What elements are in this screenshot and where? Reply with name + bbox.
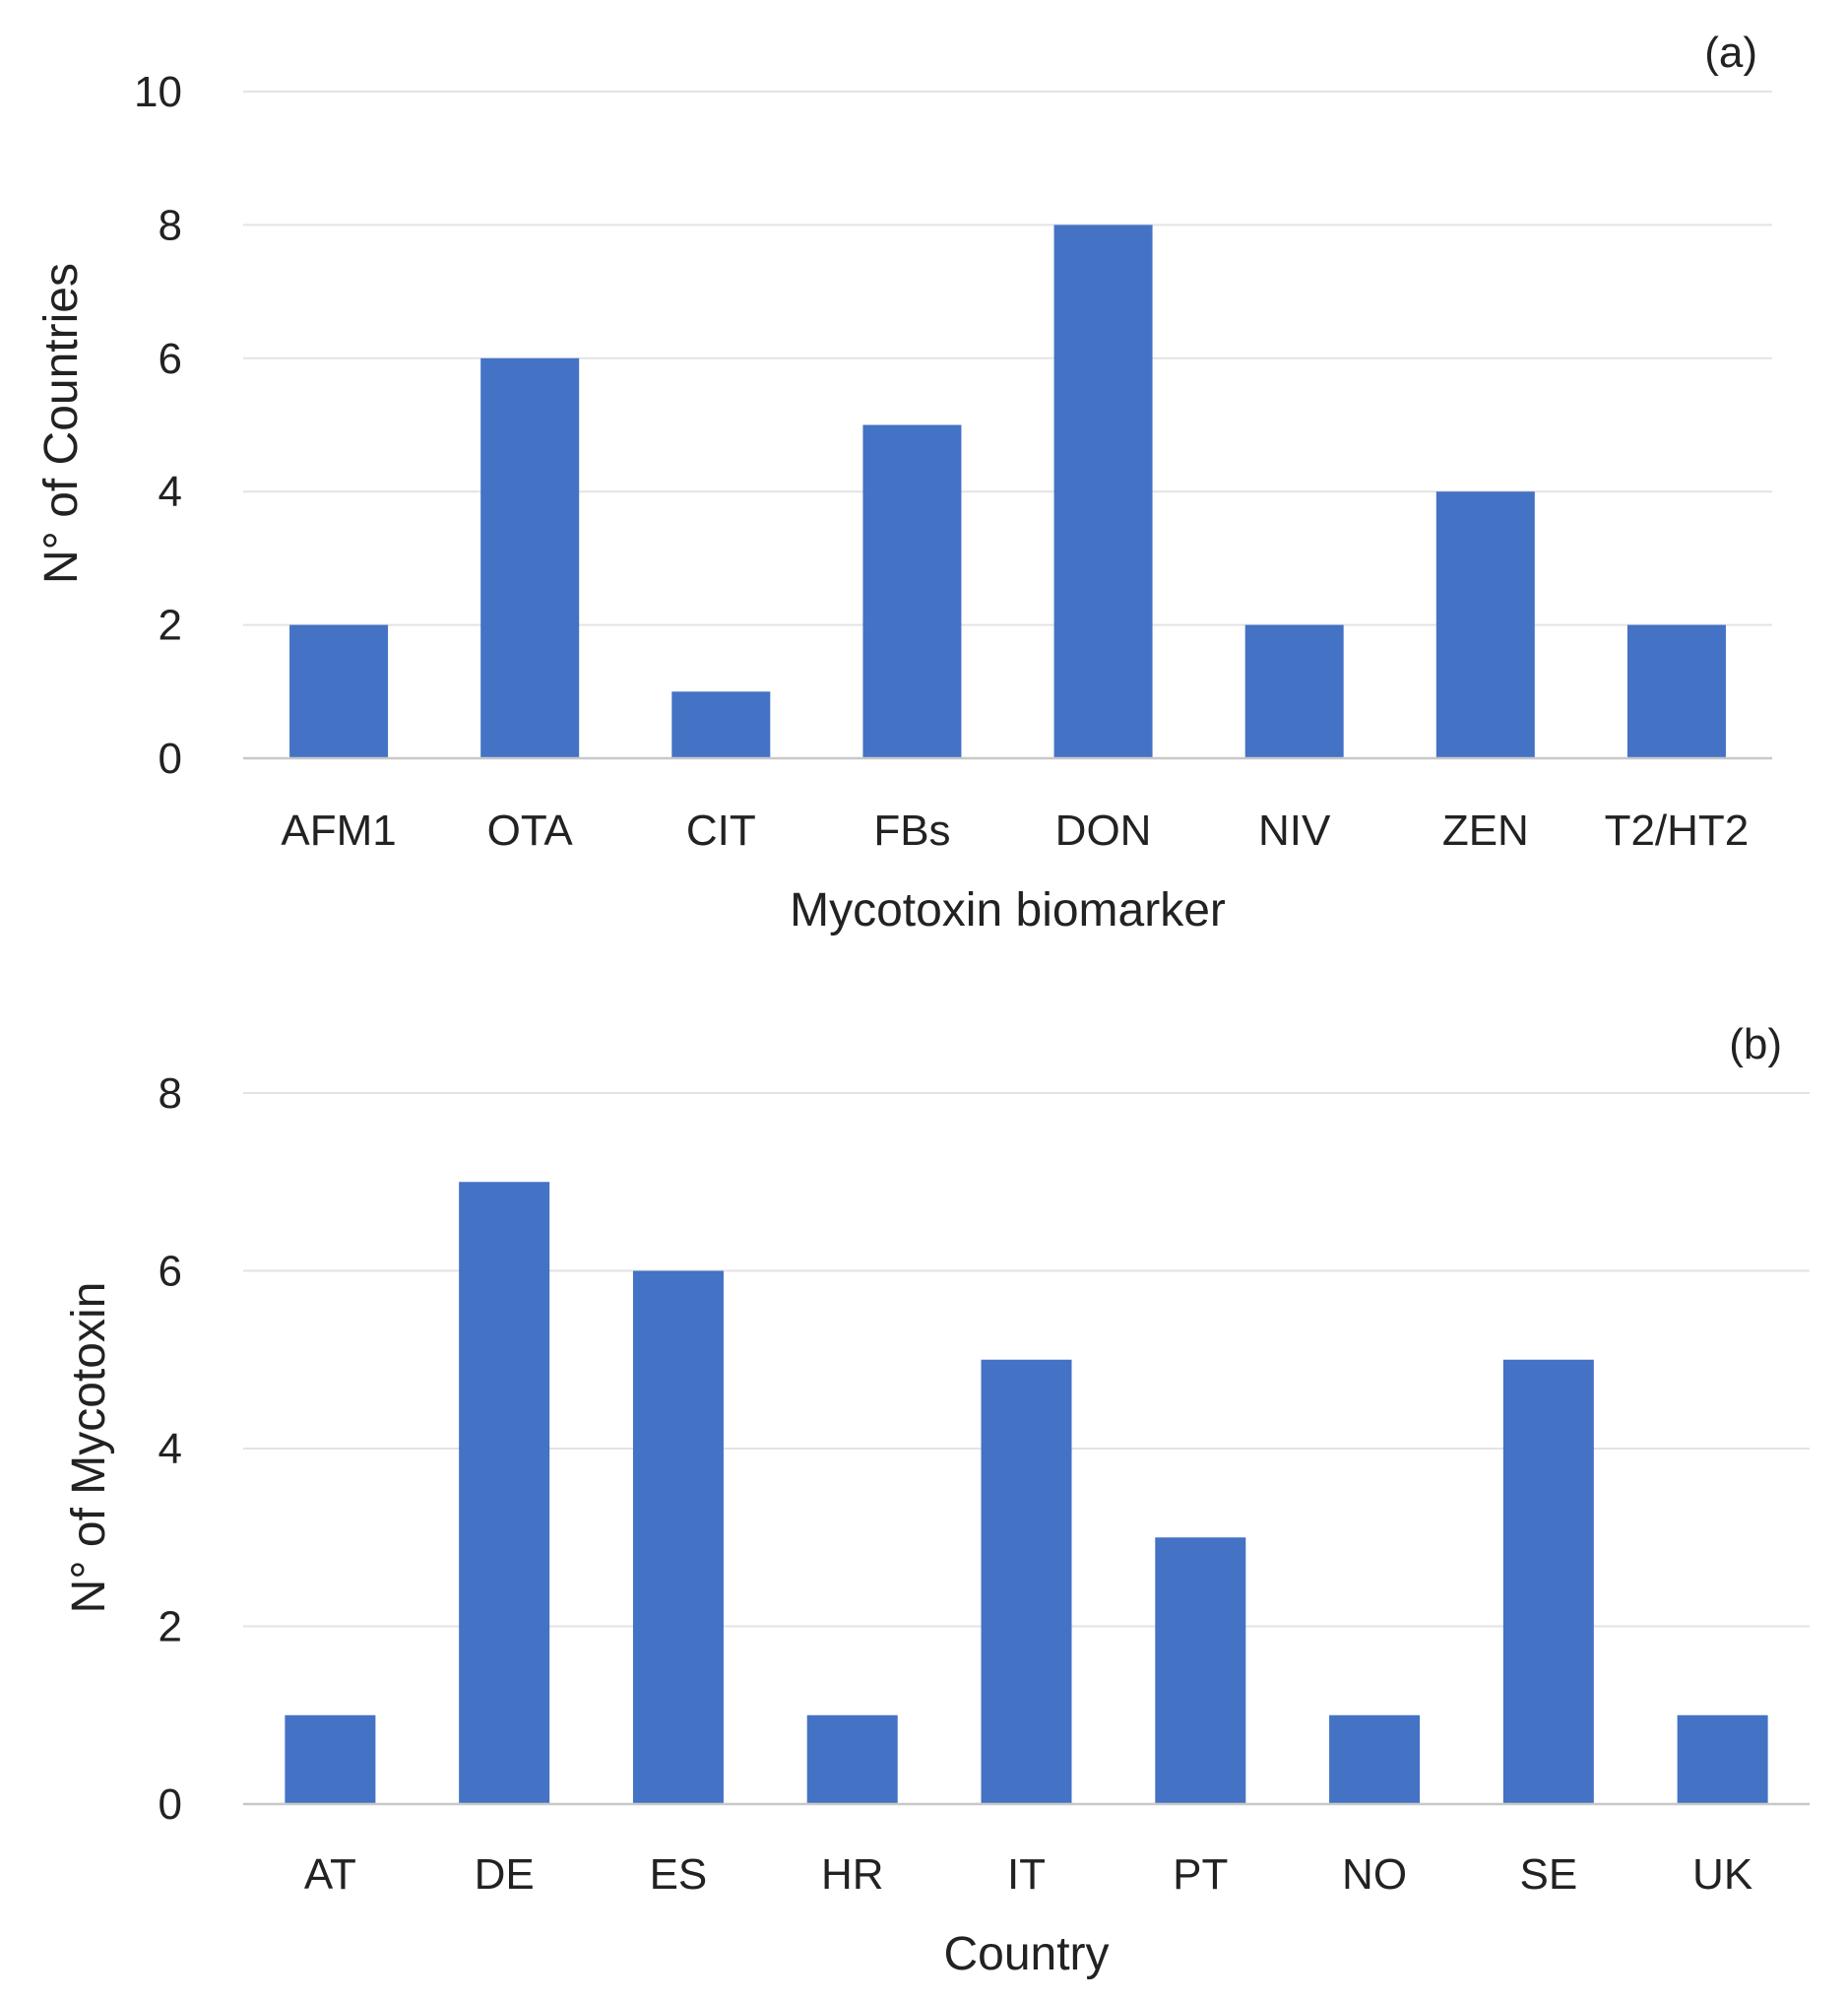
bar-afm1 [289,624,389,758]
x-tick-label: OTA [487,807,574,855]
y-tick-label: 4 [159,468,182,516]
chart-panel-b: 0 2 4 6 8 AT DE ES HR IT PT NO SE UK Country N° of Myco… [63,1020,1810,1980]
y-axis-label: N° of Mycotoxin [63,1282,115,1614]
x-tick-label: ES [650,1850,708,1899]
y-tick-label: 6 [159,335,182,383]
bar-ota [480,357,580,758]
y-tick-label: 0 [159,1780,182,1829]
x-tick-label: IT [1007,1850,1046,1899]
x-axis-label: Country [943,1928,1109,1980]
bar-no [1329,1714,1421,1804]
bar-es [632,1270,724,1804]
bar-hr [806,1714,898,1804]
x-tick-label: ZEN [1442,807,1529,855]
bar-it [981,1359,1072,1804]
bar-don [1053,225,1153,758]
bar-pt [1155,1537,1246,1804]
y-tick-label: 8 [159,1069,182,1118]
x-tick-label: NO [1342,1850,1407,1899]
bar-uk [1677,1714,1768,1804]
bar-se [1502,1359,1594,1804]
x-tick-label: NIV [1258,807,1331,855]
y-tick-label: 2 [159,602,182,650]
bar-at [285,1714,376,1804]
bar-niv [1244,624,1344,758]
y-tick-label: 8 [159,201,182,249]
x-tick-label: UK [1692,1850,1752,1899]
y-tick-label: 2 [159,1603,182,1651]
x-axis-label: Mycotoxin biomarker [790,884,1226,936]
bar-cit [671,691,771,758]
x-tick-label: HR [821,1850,884,1899]
y-tick-label: 0 [159,735,182,783]
bar-fbs [862,424,962,758]
y-tick-label: 10 [134,68,182,116]
x-tick-label: AT [304,1850,356,1899]
y-tick-label: 4 [159,1425,182,1473]
bar-de [459,1182,550,1804]
bar-zen [1435,491,1535,758]
x-tick-label: AFM1 [281,807,396,855]
x-tick-label: DE [475,1850,535,1899]
chart-panel-a: 0 2 4 6 8 10 AFM1 OTA CIT FBs DON NIV ZEN T2/HT2 Mycot… [35,29,1772,936]
x-tick-label: SE [1519,1850,1577,1899]
y-tick-label: 6 [159,1248,182,1296]
x-tick-label: PT [1173,1850,1228,1899]
panel-label: (a) [1704,29,1757,77]
y-axis-label: N° of Countries [35,263,88,584]
bar-t2-ht2 [1626,624,1726,758]
panel-label: (b) [1729,1020,1782,1068]
x-tick-label: CIT [686,807,756,855]
x-tick-label: FBs [873,807,950,855]
x-tick-label: DON [1055,807,1152,855]
x-tick-label: T2/HT2 [1605,807,1750,855]
